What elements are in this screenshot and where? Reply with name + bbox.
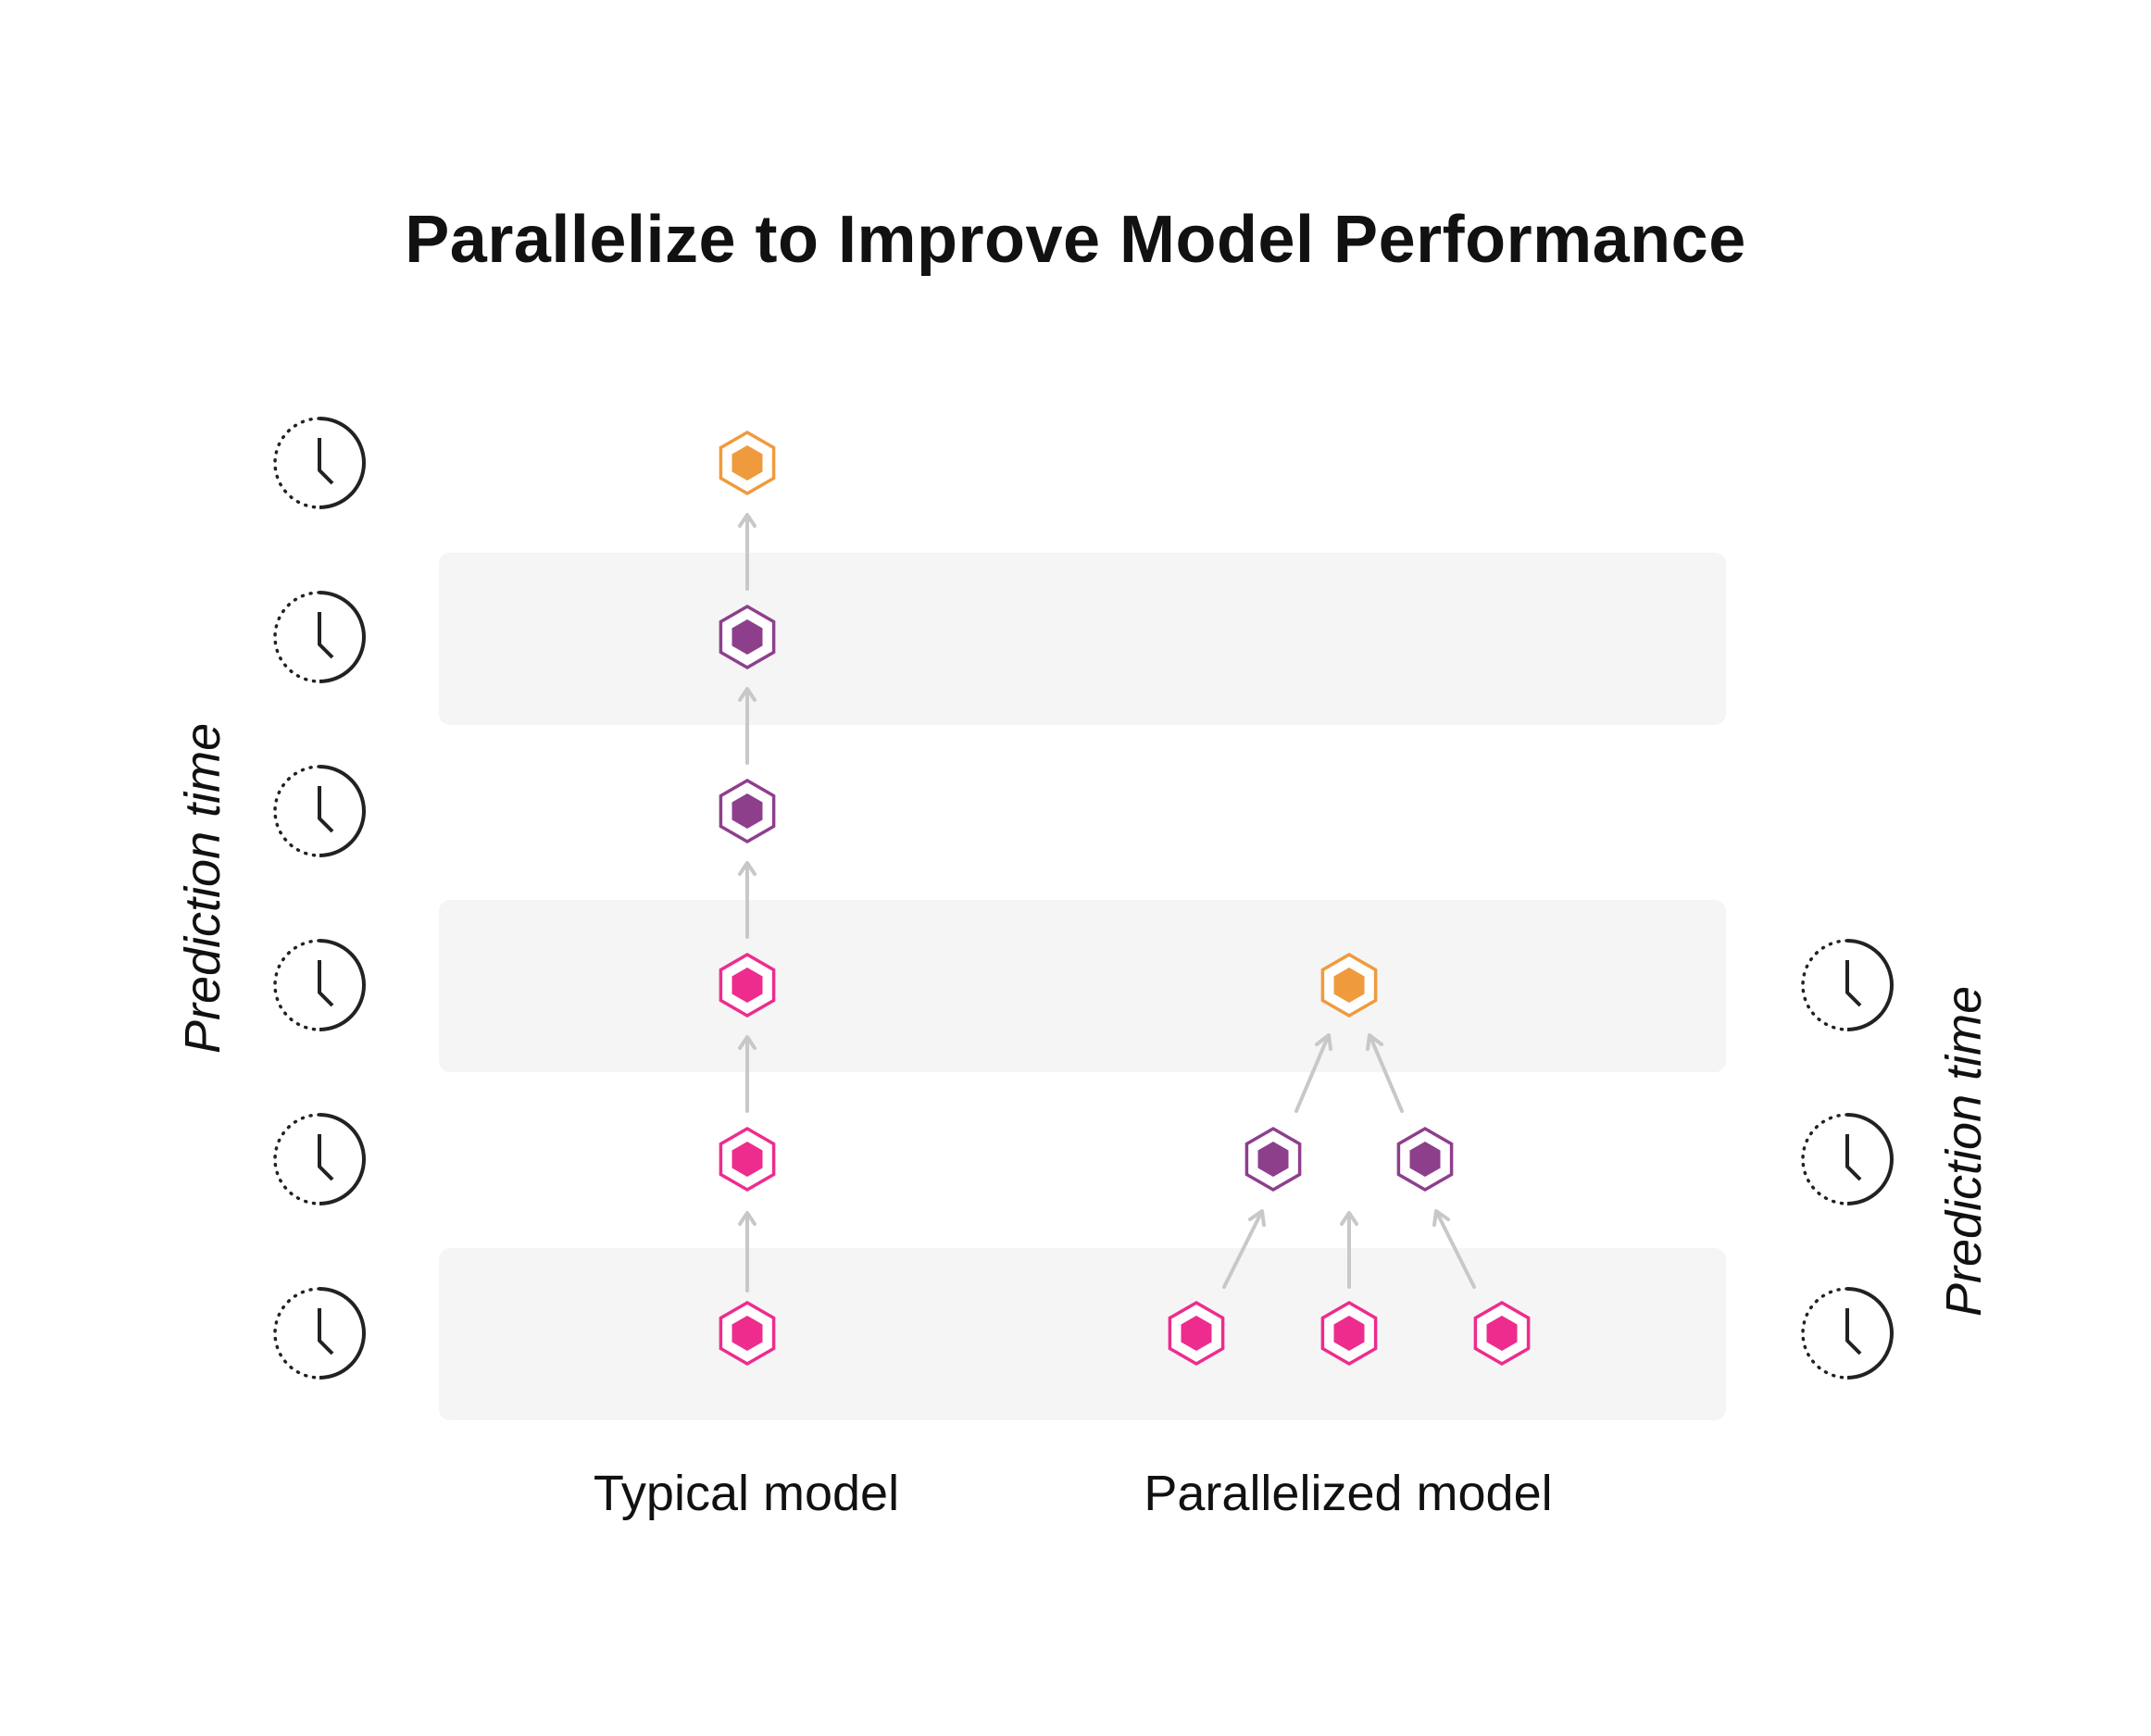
arrow-up-icon — [738, 687, 757, 765]
parallelized-model-label: Parallelized model — [1144, 1466, 1553, 1521]
hexagon-node-icon — [1168, 1301, 1225, 1366]
arrow-up-icon — [738, 1035, 757, 1113]
clock-icon — [273, 939, 366, 1031]
left-clock-column — [273, 417, 366, 1380]
hexagon-node-icon — [719, 431, 776, 495]
hexagon-node-icon — [1396, 1127, 1454, 1192]
arrow-up-icon — [1432, 1209, 1476, 1289]
hexagon-node-icon — [719, 605, 776, 669]
arrow-up-icon — [738, 1211, 757, 1293]
time-band — [439, 1248, 1726, 1420]
arrow-up-icon — [1340, 1211, 1358, 1289]
hexagon-node-icon — [719, 779, 776, 843]
clock-icon — [273, 1113, 366, 1205]
arrows — [738, 513, 1476, 1293]
hexagon-node-icon — [719, 1127, 776, 1192]
hexagon-node-icon — [719, 1301, 776, 1366]
time-band — [439, 553, 1726, 725]
hexagon-node-icon — [719, 953, 776, 1018]
hexagon-node-icon — [1244, 1127, 1302, 1192]
arrow-up-icon — [738, 861, 757, 939]
clock-icon — [273, 591, 366, 683]
arrow-up-icon — [1222, 1209, 1266, 1289]
arrow-up-icon — [1366, 1033, 1404, 1113]
clock-icon — [1801, 1113, 1894, 1205]
clock-icon — [1801, 1287, 1894, 1380]
time-band — [439, 900, 1726, 1072]
arrow-up-icon — [738, 513, 757, 591]
clock-icon — [1801, 939, 1894, 1031]
hexagon-node-icon — [1320, 1301, 1378, 1366]
typical-model-label: Typical model — [593, 1466, 900, 1521]
right-clock-column — [1801, 939, 1894, 1380]
diagram-title: Parallelize to Improve Model Performance — [405, 203, 1746, 277]
clock-icon — [273, 1287, 366, 1380]
hexagon-node-icon — [1320, 953, 1378, 1018]
time-bands — [439, 553, 1726, 1420]
clock-icon — [273, 417, 366, 509]
hexagon-node-icon — [1473, 1301, 1531, 1366]
arrow-up-icon — [1294, 1033, 1332, 1113]
clock-icon — [273, 765, 366, 857]
